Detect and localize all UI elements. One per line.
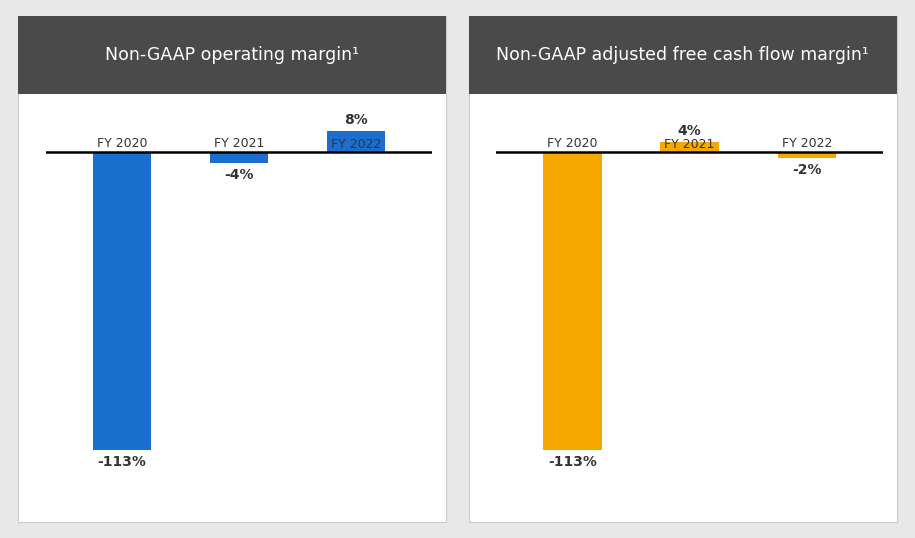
Text: FY 2022: FY 2022 bbox=[781, 137, 832, 150]
Text: Non-GAAP adjusted free cash flow margin¹: Non-GAAP adjusted free cash flow margin¹ bbox=[496, 46, 869, 64]
Bar bbox=[210, 152, 268, 163]
Text: -113%: -113% bbox=[98, 455, 146, 470]
Text: FY 2021: FY 2021 bbox=[214, 137, 264, 150]
Text: -4%: -4% bbox=[224, 168, 253, 182]
Text: Non-GAAP operating margin¹: Non-GAAP operating margin¹ bbox=[105, 46, 360, 64]
Text: 8%: 8% bbox=[344, 113, 368, 127]
Text: 4%: 4% bbox=[678, 124, 702, 138]
Text: FY 2020: FY 2020 bbox=[97, 137, 147, 150]
Bar bbox=[92, 152, 151, 450]
Bar bbox=[661, 141, 719, 152]
Text: FY 2020: FY 2020 bbox=[547, 137, 597, 150]
Text: -113%: -113% bbox=[548, 455, 597, 470]
Bar bbox=[327, 131, 385, 152]
Text: FY 2021: FY 2021 bbox=[664, 138, 715, 151]
Text: FY 2022: FY 2022 bbox=[331, 138, 382, 151]
Bar bbox=[778, 152, 836, 158]
Text: -2%: -2% bbox=[792, 163, 822, 177]
Bar bbox=[544, 152, 602, 450]
